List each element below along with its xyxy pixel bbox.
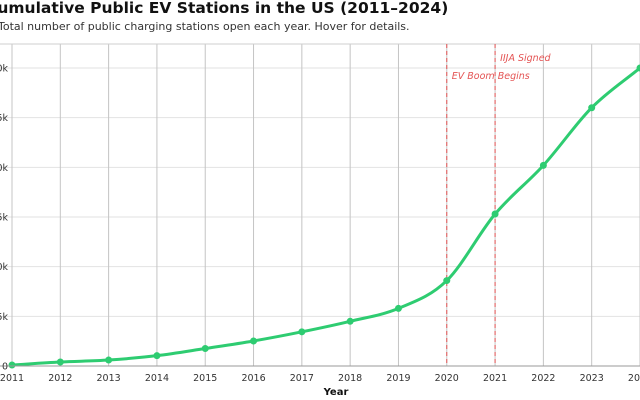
x-tick-label: 2017	[290, 373, 314, 384]
chart-subtitle: Total number of public charging stations…	[0, 20, 410, 33]
y-axis: 0 25k 50k 75k 100k 125k 150k	[0, 64, 8, 373]
data-point	[8, 361, 16, 369]
data-point	[491, 210, 499, 218]
y-tick-label: 50k	[0, 262, 8, 273]
x-tick-label: 2016	[241, 373, 265, 384]
annotations: EV Boom Begins IIJA Signed	[446, 44, 552, 366]
y-tick-label: 25k	[0, 312, 8, 323]
series-layer	[8, 64, 640, 369]
data-point	[443, 277, 451, 285]
y-tick-label: 75k	[0, 213, 8, 224]
data-point	[588, 104, 596, 112]
gridlines	[0, 43, 640, 367]
x-tick-label: 2012	[48, 373, 72, 384]
annotation-label: IIJA Signed	[500, 53, 551, 64]
data-point	[153, 352, 161, 360]
x-axis-title: Year	[323, 387, 349, 398]
x-tick-label: 2011	[0, 373, 24, 384]
chart-title: Cumulative Public EV Stations in the US …	[0, 0, 449, 17]
data-point	[56, 358, 64, 366]
data-point	[346, 317, 354, 325]
x-tick-label: 2013	[97, 373, 121, 384]
annotation-label: EV Boom Begins	[452, 71, 530, 82]
data-point	[105, 356, 113, 364]
x-tick-label: 2021	[483, 373, 507, 384]
data-point	[636, 64, 640, 72]
data-point	[250, 337, 258, 345]
x-tick-label: 2024	[628, 373, 640, 384]
x-tick-label: 2020	[435, 373, 459, 384]
x-tick-label: 2014	[145, 373, 169, 384]
x-tick-label: 2022	[531, 373, 555, 384]
x-tick-label: 2019	[386, 373, 410, 384]
y-tick-label: 100k	[0, 163, 8, 174]
y-tick-label: 0	[2, 362, 8, 373]
data-point	[394, 304, 402, 312]
data-point	[539, 161, 547, 169]
x-tick-label: 2018	[338, 373, 362, 384]
data-point	[201, 345, 209, 353]
x-tick-label: 2023	[580, 373, 604, 384]
y-tick-label: 150k	[0, 64, 8, 75]
x-axis: 2011 2012 2013 2014 2015 2016 2017 2018 2019 2020…	[0, 365, 640, 384]
data-point	[298, 328, 306, 336]
x-tick-label: 2015	[193, 373, 217, 384]
y-tick-label: 125k	[0, 113, 8, 124]
